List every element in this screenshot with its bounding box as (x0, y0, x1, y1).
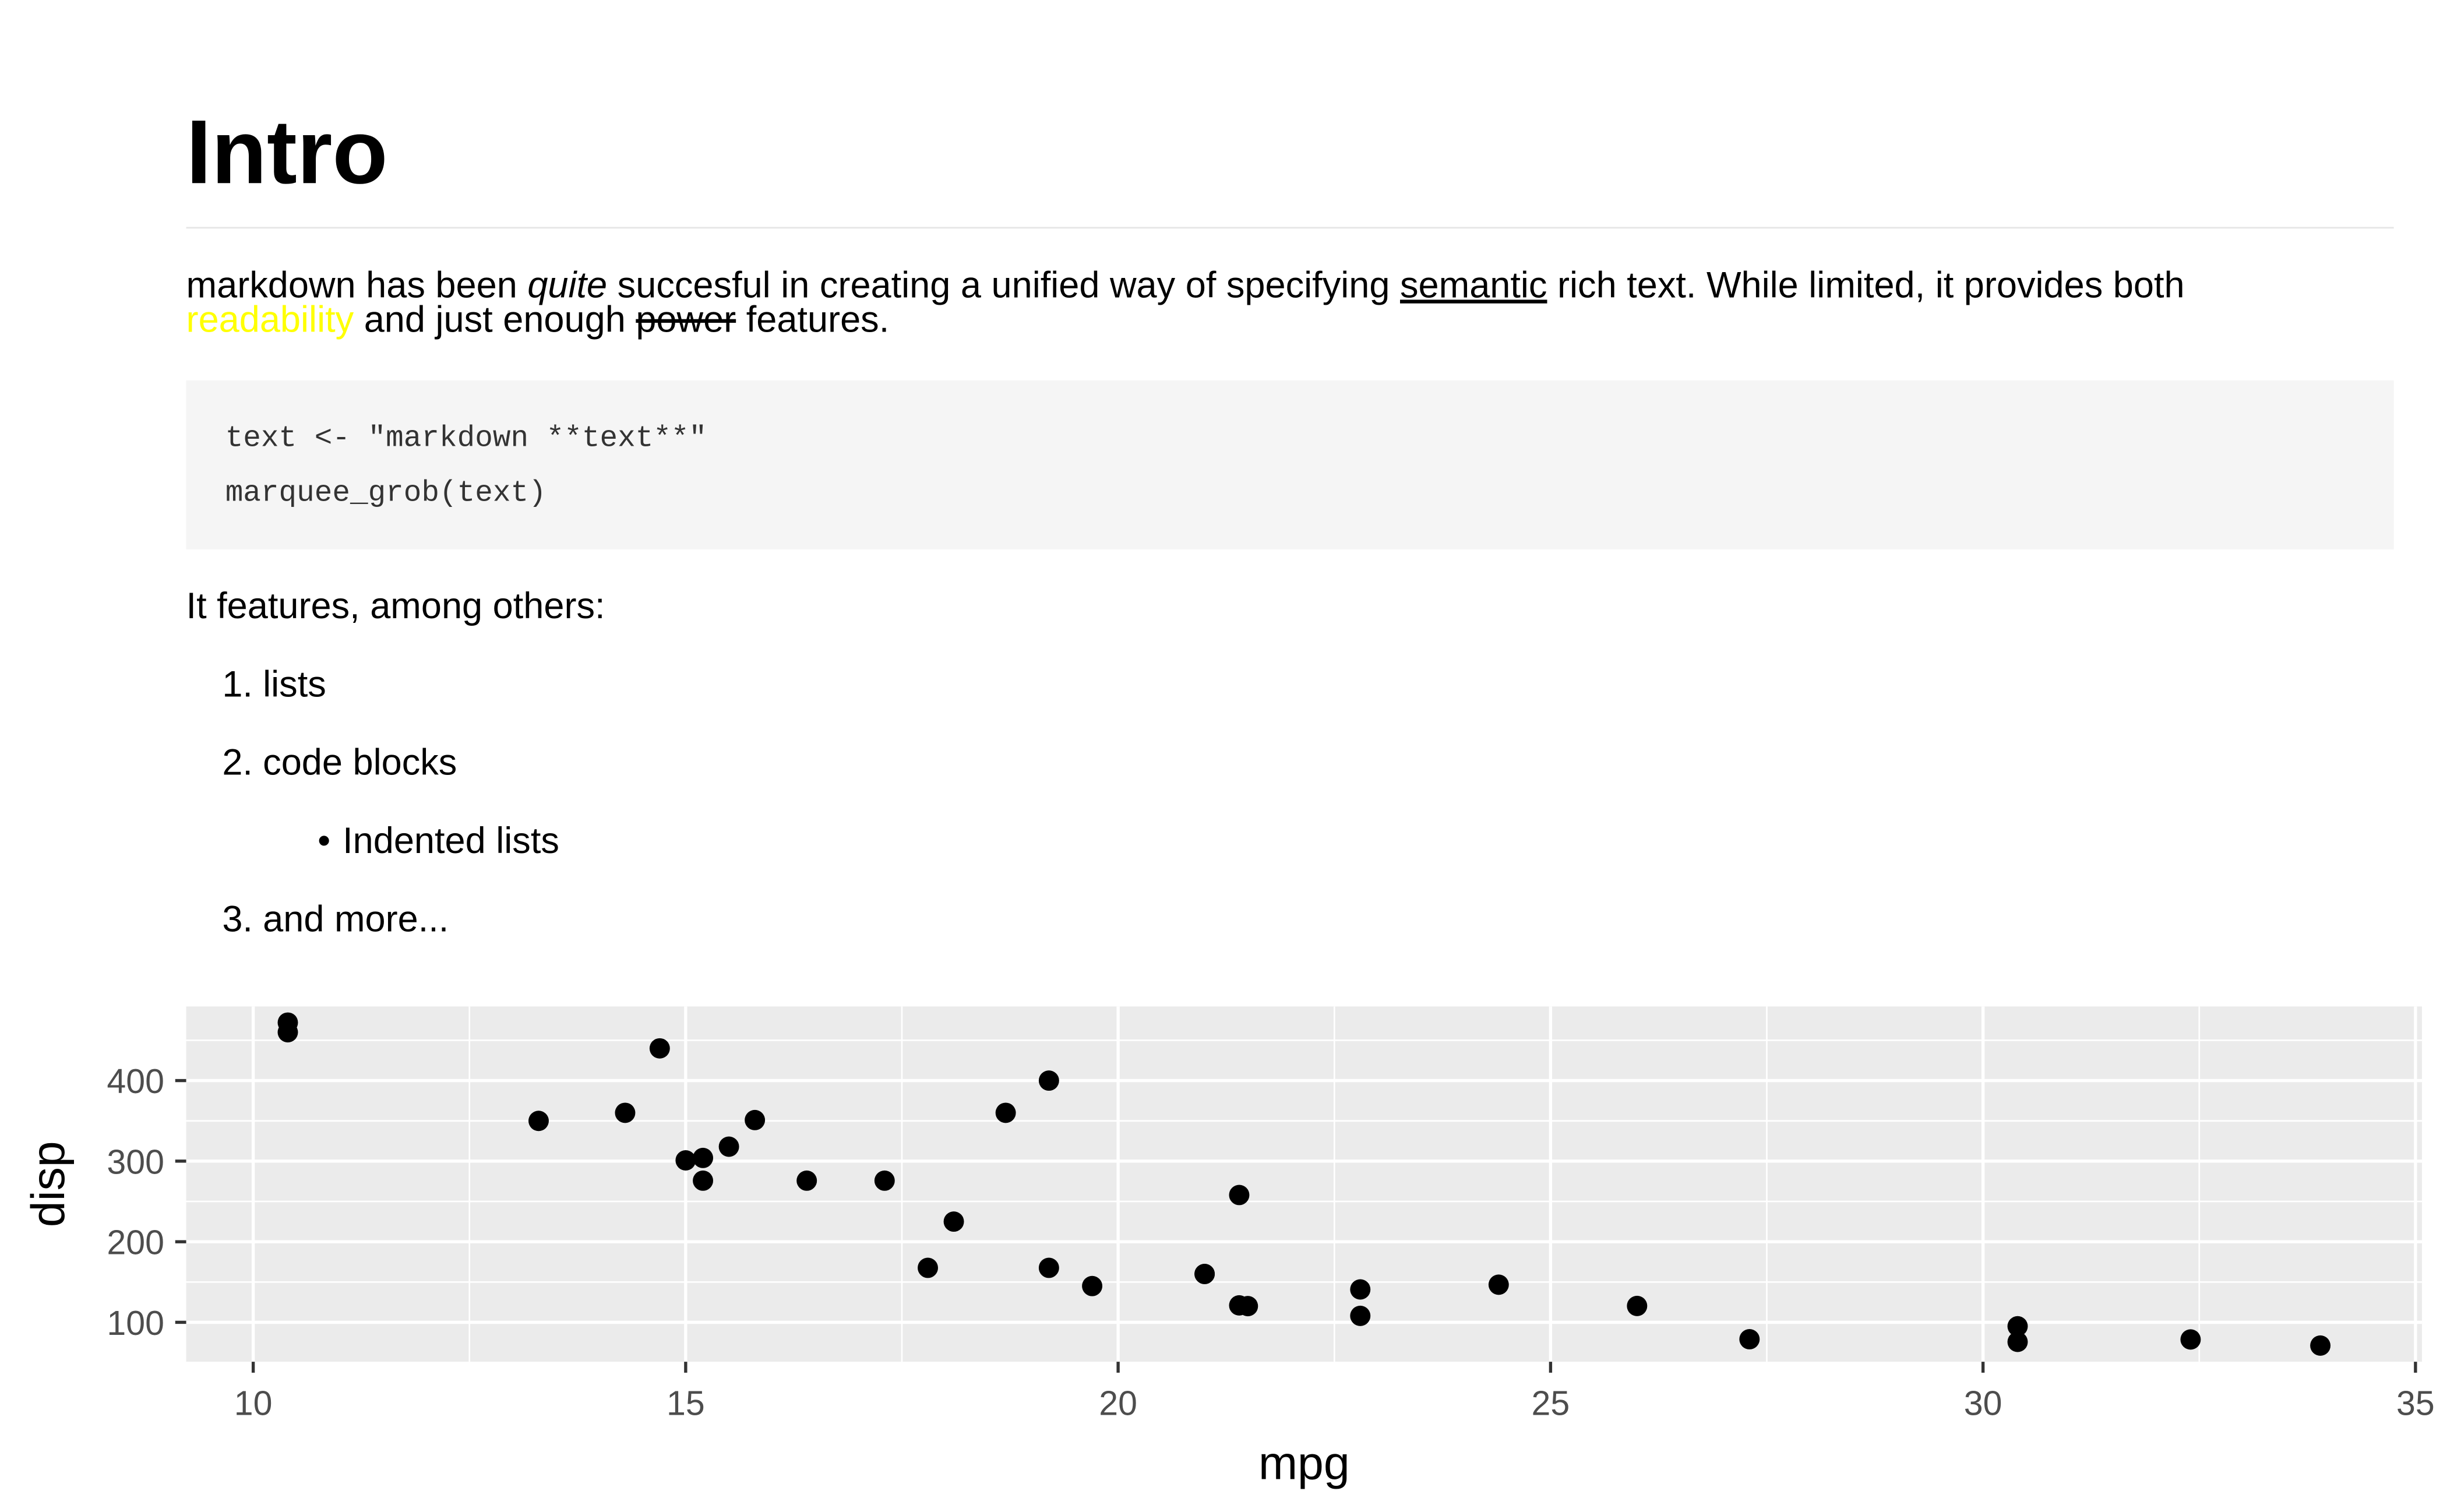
point (995, 1102, 1016, 1123)
point (1739, 1329, 1760, 1349)
code-line: marquee_grob(text) (225, 477, 546, 510)
text-run: rich text. While limited, it provides bo… (1547, 265, 2184, 305)
point (2007, 1316, 2028, 1337)
point (693, 1147, 714, 1168)
point (649, 1038, 670, 1059)
y-tick-label: 300 (107, 1143, 164, 1181)
paragraph-line: readability and just enough power featur… (186, 299, 890, 340)
list-marker: 1. (222, 664, 253, 704)
y-tick-label: 200 (107, 1224, 164, 1262)
x-tick-label: 15 (667, 1384, 705, 1422)
underline: semantic (1400, 265, 1547, 305)
colored-text: readability (186, 299, 354, 340)
point (615, 1102, 636, 1123)
point (1350, 1305, 1371, 1326)
list-item: lists (263, 664, 326, 704)
x-tick-label: 10 (234, 1384, 273, 1422)
y-axis-title: disp (22, 1141, 75, 1227)
point (796, 1170, 817, 1191)
point (2180, 1329, 2201, 1350)
point (1038, 1257, 1059, 1278)
text-run: succesful in creating a unified way of s… (607, 265, 1400, 305)
point (2310, 1335, 2331, 1356)
point (277, 1022, 298, 1043)
x-tick-label: 35 (2396, 1384, 2435, 1422)
point (2007, 1331, 2028, 1352)
emphasis: quite (527, 265, 607, 305)
point (943, 1211, 964, 1232)
paragraph-line: markdown has been quite succesful in cre… (186, 265, 2185, 305)
point (1229, 1185, 1250, 1206)
x-axis-title: mpg (1258, 1437, 1350, 1490)
point (675, 1150, 696, 1171)
chart: 10 15 20 25 30 35 100 200 300 400 mpg disp (22, 1006, 2435, 1490)
panel-background (186, 1006, 2423, 1362)
lead-text: It features, among others: (186, 586, 605, 626)
list-item: code blocks (263, 742, 457, 783)
y-tick-label: 400 (107, 1062, 164, 1101)
point (1082, 1275, 1103, 1296)
point (693, 1170, 714, 1191)
y-tick-label: 100 (107, 1304, 164, 1342)
point (745, 1109, 766, 1130)
x-tick-label: 30 (1964, 1384, 2002, 1422)
x-tick-label: 20 (1099, 1384, 1137, 1422)
point (874, 1170, 895, 1191)
code-block (186, 380, 2394, 549)
strikethrough: power (636, 299, 736, 340)
list-marker: • (318, 820, 330, 861)
point (1038, 1070, 1059, 1091)
point (1350, 1279, 1371, 1300)
point (1488, 1274, 1509, 1295)
list-marker: 3. (222, 898, 253, 939)
list-item: and more... (263, 898, 449, 939)
text-run: features. (736, 299, 889, 340)
text-run: and just enough (354, 299, 636, 340)
point (1194, 1264, 1215, 1284)
text-run: markdown has been (186, 265, 528, 305)
point (918, 1257, 938, 1278)
heading: Intro (186, 101, 388, 203)
x-tick-label: 25 (1532, 1384, 1570, 1422)
list-marker: 2. (222, 742, 253, 783)
list-item: Indented lists (343, 820, 559, 861)
point (718, 1136, 739, 1157)
point (1229, 1295, 1250, 1316)
code-line: text <- "markdown **text**" (225, 422, 707, 456)
point (1627, 1295, 1648, 1316)
point (528, 1111, 549, 1132)
